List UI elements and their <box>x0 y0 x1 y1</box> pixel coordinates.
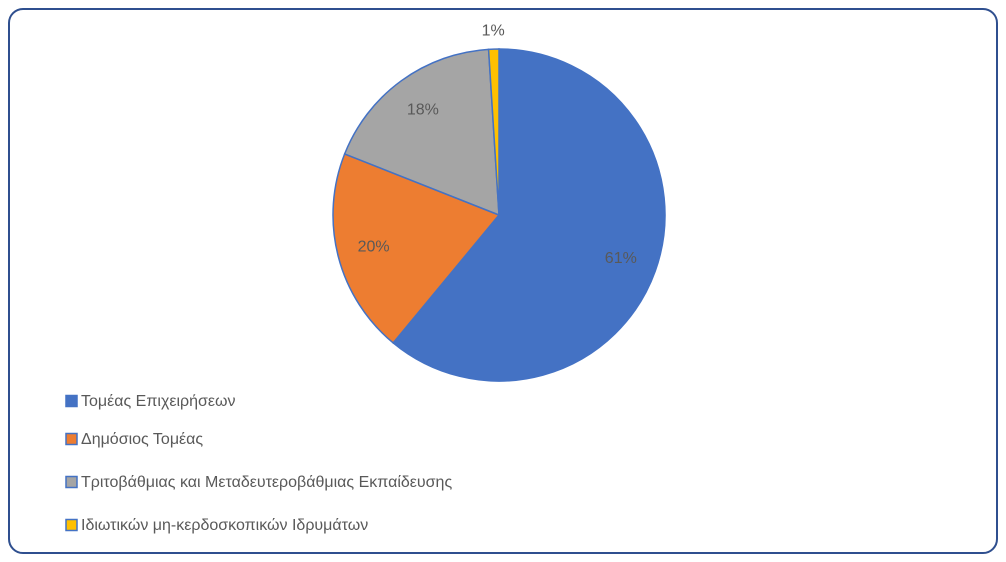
legend-label: Ιδιωτικών μη-κερδοσκοπικών Ιδρυμάτων <box>81 517 368 534</box>
legend-swatch <box>65 394 78 408</box>
legend-label: Τομέας Επιχειρήσεων <box>81 393 236 410</box>
legend-label: Δημόσιος Τομέας <box>81 431 203 448</box>
legend-swatch <box>65 518 78 532</box>
data-label: 18% <box>407 101 439 118</box>
data-label: 1% <box>482 22 505 39</box>
pie-slice <box>343 48 500 217</box>
pie-slice <box>392 48 666 382</box>
data-label: 20% <box>358 238 390 255</box>
legend-swatch <box>65 432 78 446</box>
legend-swatch <box>65 475 78 489</box>
pie-slice <box>332 152 501 344</box>
data-label: 61% <box>605 250 637 267</box>
pie-slice <box>487 48 500 216</box>
legend-label: Τριτοβάθμιας και Μεταδευτεροβάθμιας Εκπα… <box>81 474 452 491</box>
